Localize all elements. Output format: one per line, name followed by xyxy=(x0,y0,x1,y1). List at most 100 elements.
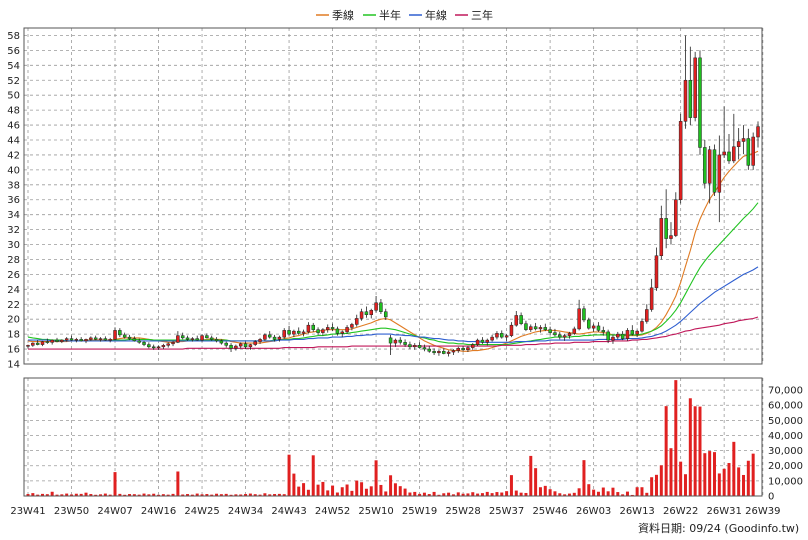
volume-bar xyxy=(374,460,378,496)
candle-body xyxy=(693,57,697,118)
volume-bar xyxy=(703,453,707,496)
candle-body xyxy=(108,339,112,341)
volume-bar xyxy=(36,494,40,496)
candle xyxy=(64,337,69,342)
volume-bar xyxy=(582,460,586,496)
candle-body xyxy=(698,57,702,148)
candle xyxy=(379,299,383,314)
volume-tick-label: 30,000 xyxy=(768,446,803,457)
volume-bar xyxy=(408,492,412,496)
volume-bar xyxy=(567,493,571,496)
volume-bar xyxy=(505,491,509,496)
price-tick-label: 48 xyxy=(7,106,20,117)
candle-body xyxy=(422,347,427,350)
volume-bar xyxy=(41,493,45,496)
candle-body xyxy=(26,345,30,347)
volume-bar xyxy=(558,493,562,496)
candle-body xyxy=(113,330,117,340)
volume-bar xyxy=(316,484,320,496)
candle-body xyxy=(398,339,403,343)
volume-bar xyxy=(519,492,523,496)
candle xyxy=(200,334,204,342)
time-tick-label: 24W16 xyxy=(141,506,176,517)
volume-bar xyxy=(683,474,687,496)
candle-body xyxy=(630,330,635,335)
volume-bar xyxy=(99,494,103,496)
candle-body xyxy=(156,346,161,349)
volume-bar xyxy=(302,483,306,496)
candle-body xyxy=(277,336,282,340)
volume-bar xyxy=(611,487,615,496)
candle xyxy=(611,334,615,344)
candle-body xyxy=(142,342,146,345)
candle xyxy=(161,343,166,350)
candle-body xyxy=(654,255,659,289)
candle xyxy=(596,322,601,332)
candle xyxy=(601,326,606,336)
time-tick-label: 26W39 xyxy=(745,506,780,517)
candle xyxy=(625,328,630,341)
volume-bar xyxy=(210,494,214,496)
volume-bar xyxy=(94,494,98,496)
candle xyxy=(74,337,79,343)
volume-bar xyxy=(157,494,161,496)
volume-bar xyxy=(456,492,460,496)
price-tick-label: 46 xyxy=(7,121,20,132)
volume-bar xyxy=(297,486,301,496)
candle xyxy=(524,320,528,332)
candle-body xyxy=(611,336,615,341)
candle-body xyxy=(306,324,311,333)
candle xyxy=(674,192,678,238)
volume-bar xyxy=(679,461,683,496)
candle-body xyxy=(359,311,364,319)
candle xyxy=(369,308,373,319)
volume-bar xyxy=(664,406,668,496)
candle xyxy=(306,322,311,334)
candle xyxy=(616,331,620,340)
candle xyxy=(79,337,83,342)
candle-body xyxy=(524,323,528,330)
candle-body xyxy=(480,339,485,343)
candle-body xyxy=(151,346,156,349)
volume-bar xyxy=(659,465,663,496)
volume-bar xyxy=(480,493,484,496)
candle xyxy=(736,128,741,160)
candle-body xyxy=(572,328,577,334)
candle xyxy=(456,346,461,353)
price-tick-label: 36 xyxy=(7,195,20,206)
candle-body xyxy=(756,126,760,138)
candle xyxy=(722,106,726,158)
candle-body xyxy=(118,330,122,336)
volume-bar xyxy=(132,494,136,496)
volume-bar xyxy=(103,493,107,496)
time-tick-label: 24W25 xyxy=(184,506,219,517)
candle-body xyxy=(548,329,552,333)
candle-body xyxy=(282,330,286,338)
ma-line-three-year xyxy=(28,316,759,350)
candle-body xyxy=(587,319,591,329)
volume-bar xyxy=(403,488,407,496)
volume-bar xyxy=(490,493,494,496)
time-tick-label: 26W22 xyxy=(663,506,698,517)
volume-bar xyxy=(31,493,35,496)
candle xyxy=(669,222,673,245)
price-tick-label: 52 xyxy=(7,76,20,87)
candle xyxy=(635,329,639,338)
volume-bar xyxy=(379,484,383,496)
volume-bar xyxy=(26,494,30,496)
candle xyxy=(620,331,625,341)
volume-bars xyxy=(26,380,755,496)
candle xyxy=(89,336,93,341)
candle-body xyxy=(591,325,596,329)
candle xyxy=(446,350,451,357)
candle xyxy=(693,51,697,122)
volume-bar xyxy=(538,487,542,496)
candle-body xyxy=(413,345,417,348)
candle-body xyxy=(408,344,412,348)
candle-body xyxy=(364,311,369,315)
volume-bar xyxy=(393,483,397,496)
candle xyxy=(529,324,533,332)
volume-bar xyxy=(712,452,716,496)
candle xyxy=(432,348,436,356)
